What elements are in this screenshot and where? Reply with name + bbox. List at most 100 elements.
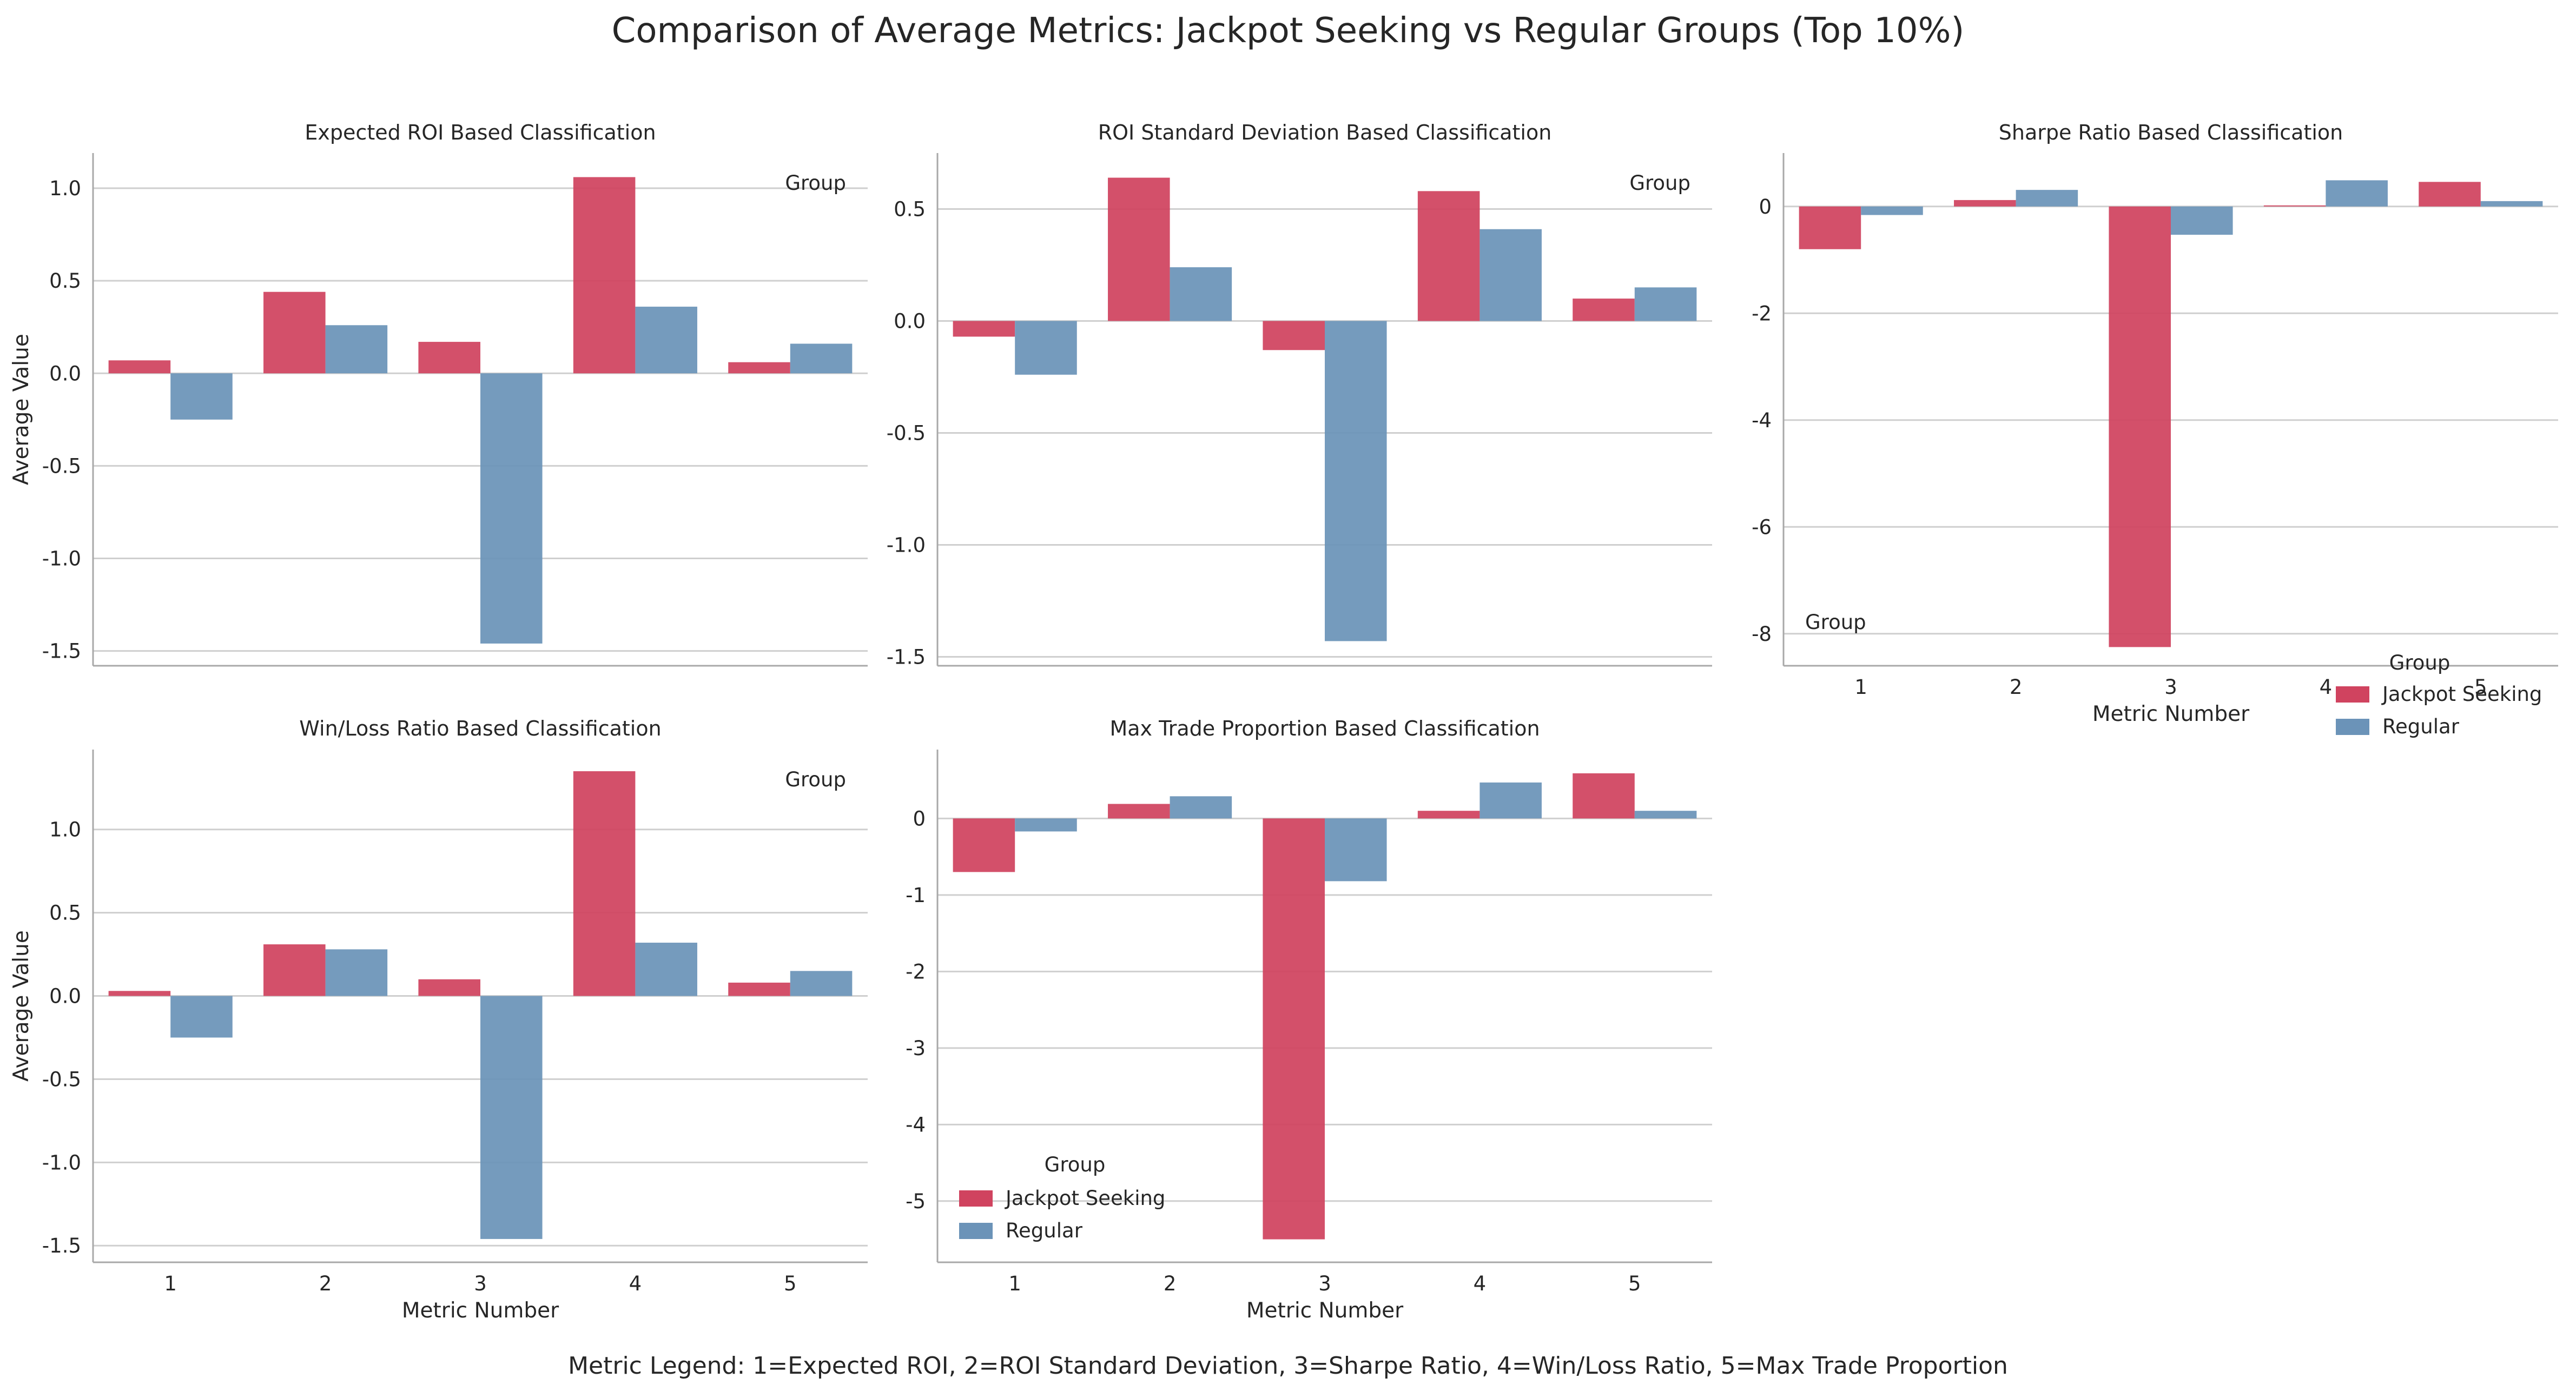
legend-swatch: [959, 1223, 993, 1239]
figure-title: Comparison of Average Metrics: Jackpot S…: [612, 11, 1965, 51]
y-tick-label: 0.5: [49, 269, 81, 293]
bar-jackpot-seeking: [2109, 206, 2171, 647]
bar-jackpot-seeking: [573, 771, 636, 996]
bar-regular: [170, 373, 233, 420]
panel-title: ROI Standard Deviation Based Classificat…: [1098, 121, 1552, 144]
bar-jackpot-seeking: [953, 818, 1015, 872]
bar-regular: [2326, 180, 2388, 207]
y-axis-label: Average Value: [9, 334, 34, 485]
bar-regular: [2171, 206, 2233, 235]
bar-jackpot-seeking: [418, 979, 480, 996]
y-tick-label: 1.0: [49, 818, 81, 842]
bar-regular: [1325, 818, 1387, 882]
y-tick-label: 0.0: [49, 985, 81, 1008]
bar-jackpot-seeking: [1108, 804, 1170, 819]
legend-title: Group: [2389, 651, 2450, 674]
legend-item: Jackpot Seeking: [2381, 683, 2542, 706]
bar-jackpot-seeking: [728, 982, 790, 996]
figure-footer-legend: Metric Legend: 1=Expected ROI, 2=ROI Sta…: [568, 1352, 2008, 1380]
bar-jackpot-seeking: [953, 321, 1015, 337]
y-tick-label: -1.0: [42, 547, 81, 571]
y-tick-label: -8: [1752, 622, 1772, 646]
y-tick-label: 1.0: [49, 177, 81, 200]
x-axis-label: Metric Number: [1246, 1299, 1404, 1323]
x-tick-label: 5: [784, 1272, 797, 1295]
bar-regular: [1015, 818, 1077, 832]
bar-regular: [1479, 782, 1542, 819]
chart-panel: Max Trade Proportion Based Classificatio…: [906, 717, 1712, 1323]
bar-regular: [1861, 206, 1923, 215]
bar-jackpot-seeking: [1417, 811, 1480, 819]
bar-jackpot-seeking: [1417, 191, 1480, 321]
bar-regular: [480, 373, 543, 644]
bar-jackpot-seeking: [2263, 205, 2326, 207]
bar-jackpot-seeking: [1573, 773, 1635, 819]
bar-jackpot-seeking: [1263, 321, 1325, 350]
legend-swatch: [2336, 686, 2369, 703]
y-tick-label: -1.0: [887, 533, 926, 557]
x-tick-label: 4: [2320, 675, 2333, 699]
bar-regular: [170, 996, 233, 1038]
bar-jackpot-seeking: [1263, 818, 1325, 1240]
stray-legend-title: Group: [1805, 611, 1866, 634]
bar-regular: [1170, 796, 1232, 819]
chart-panel: Expected ROI Based Classification 1.0 0.5 0…: [9, 121, 868, 667]
chart-panel: Win/Loss Ratio Based Classification 1.0 0.…: [9, 717, 868, 1323]
x-tick-label: 1: [1008, 1272, 1021, 1295]
bar-regular: [635, 943, 697, 996]
bar-jackpot-seeking: [728, 362, 790, 374]
legend-title: Group: [1629, 171, 1690, 195]
bar-jackpot-seeking: [108, 360, 171, 374]
x-tick-label: 1: [1854, 675, 1867, 699]
x-axis-label: Metric Number: [2092, 702, 2250, 726]
x-tick-label: 2: [2010, 675, 2023, 699]
y-tick-label: -1.5: [42, 640, 81, 663]
x-tick-label: 1: [164, 1272, 177, 1295]
x-tick-label: 2: [319, 1272, 332, 1295]
y-tick-label: -2: [906, 960, 926, 983]
bar-regular: [480, 996, 543, 1239]
y-tick-label: -4: [906, 1113, 926, 1136]
bar-regular: [790, 343, 853, 374]
y-tick-label: -1.0: [42, 1151, 81, 1174]
panel-title: Expected ROI Based Classification: [305, 121, 656, 144]
y-tick-label: 0.5: [49, 902, 81, 925]
y-axis-label: Average Value: [9, 930, 34, 1082]
bar-jackpot-seeking: [418, 342, 480, 374]
bar-jackpot-seeking: [263, 292, 326, 374]
x-tick-label: 3: [474, 1272, 487, 1295]
bar-regular: [1325, 321, 1387, 641]
legend-title: Group: [785, 171, 846, 195]
bar-regular: [1015, 321, 1077, 375]
x-axis-label: Metric Number: [402, 1299, 559, 1323]
bar-regular: [2016, 190, 2078, 207]
x-tick-label: 4: [1474, 1272, 1487, 1295]
y-tick-label: -3: [906, 1037, 926, 1060]
legend-item: Regular: [1006, 1219, 1083, 1242]
y-tick-label: -1.5: [42, 1234, 81, 1257]
legend-item: Regular: [2382, 715, 2460, 738]
y-tick-label: 0.5: [894, 197, 926, 221]
legend-swatch: [2336, 719, 2369, 735]
bar-jackpot-seeking: [1799, 206, 1861, 249]
bar-jackpot-seeking: [2419, 182, 2481, 207]
y-tick-label: 0.0: [894, 309, 926, 333]
bar-regular: [790, 971, 853, 996]
bar-jackpot-seeking: [573, 177, 636, 374]
y-tick-label: 0: [1759, 195, 1772, 218]
panel-title: Sharpe Ratio Based Classification: [1999, 121, 2343, 144]
x-tick-label: 5: [2474, 675, 2487, 699]
bar-regular: [1479, 229, 1542, 321]
bar-regular: [325, 949, 388, 996]
legend-title: Group: [1045, 1153, 1106, 1176]
bar-regular: [1170, 267, 1232, 321]
y-tick-label: -0.5: [887, 421, 926, 445]
chart-panels: Expected ROI Based Classification 1.0 0.5 0…: [9, 121, 2558, 1323]
x-tick-label: 4: [629, 1272, 642, 1295]
legend-title: Group: [785, 768, 846, 791]
bar-regular: [635, 307, 697, 374]
y-tick-label: 0: [913, 807, 926, 830]
panel-title: Win/Loss Ratio Based Classification: [299, 717, 661, 740]
bar-regular: [2480, 201, 2543, 207]
